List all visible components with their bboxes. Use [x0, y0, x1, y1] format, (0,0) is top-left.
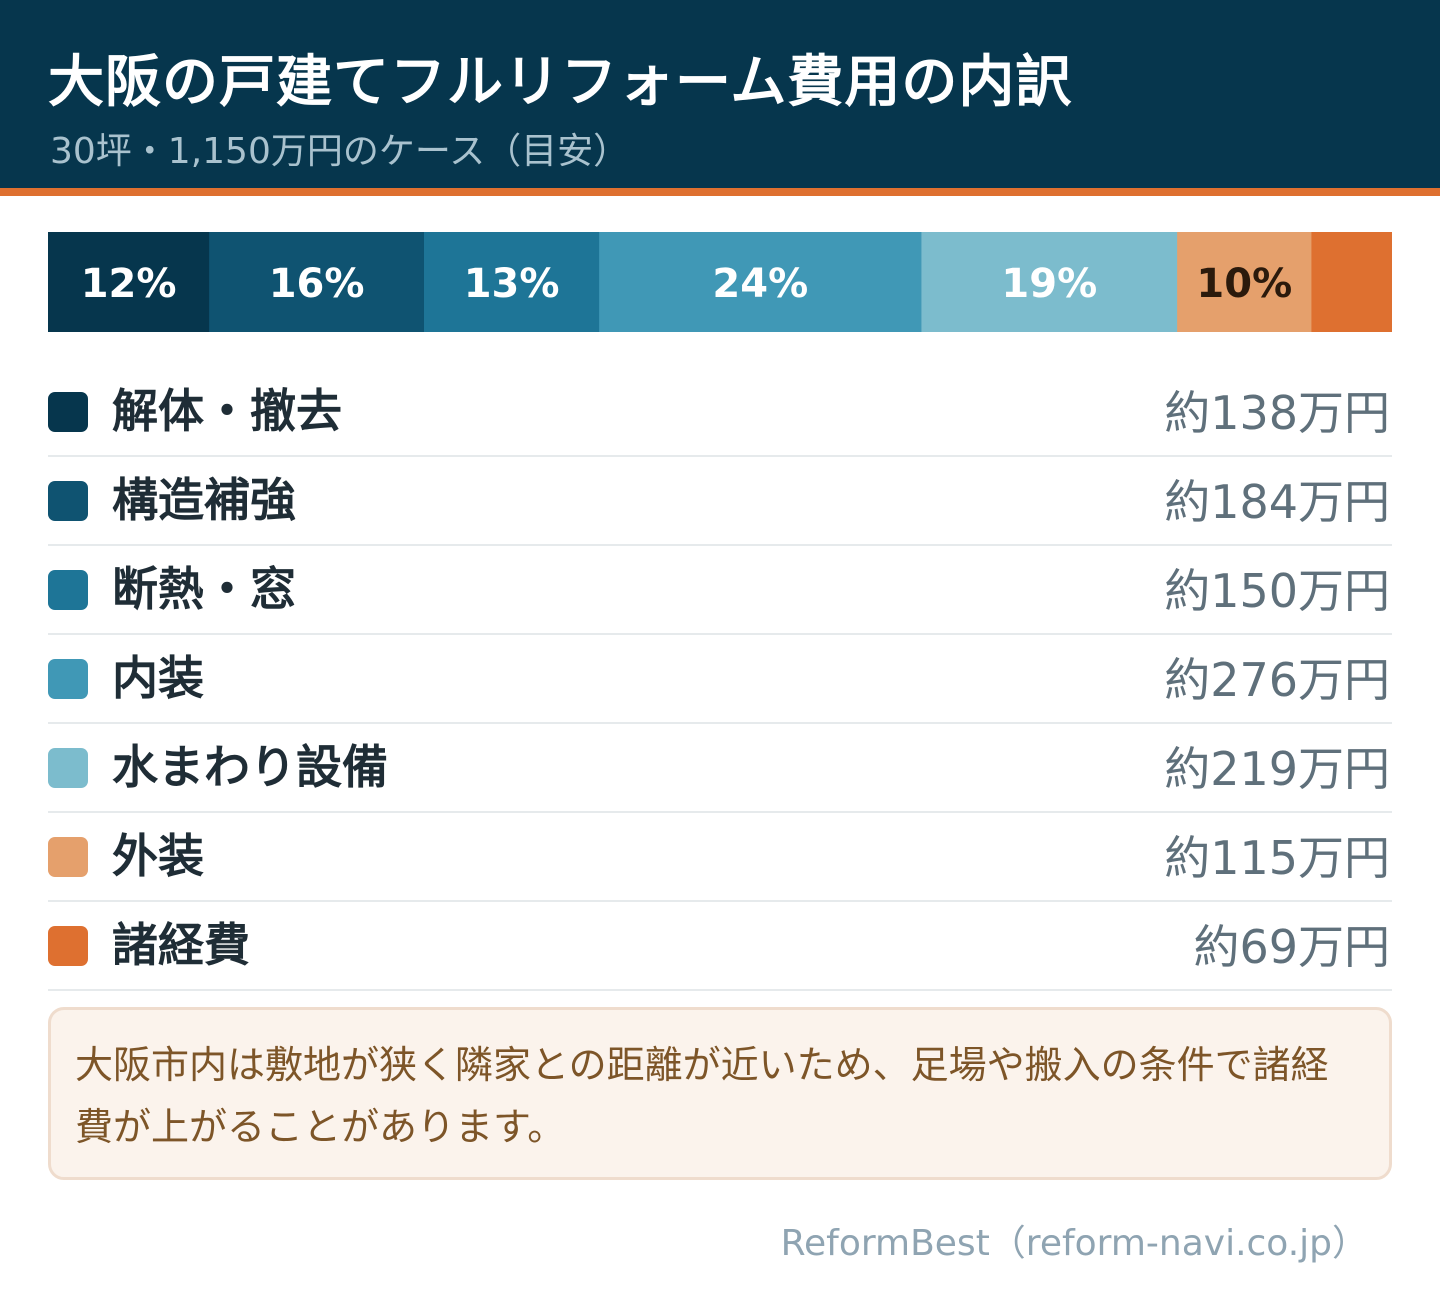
legend-amount-value: 約150万円: [1164, 564, 1390, 618]
bar-segment-7: [1311, 232, 1392, 332]
legend-category-label: 外装: [112, 829, 204, 883]
legend-category-label: 内装: [112, 651, 204, 705]
legend-swatch: [48, 481, 88, 521]
legend-amount-value: 約115万円: [1164, 831, 1390, 885]
bar-percent-label-5: 19%: [1001, 261, 1097, 307]
legend-amount-value: 約276万円: [1164, 653, 1390, 707]
legend-swatch: [48, 570, 88, 610]
note-box: 大阪市内は敷地が狭く隣家との距離が近いため、足場や搬入の条件で諸経費が上がること…: [48, 1007, 1392, 1180]
accent-divider: [0, 188, 1440, 196]
legend-swatch: [48, 926, 88, 966]
legend-row: 水まわり設備 約219万円: [48, 724, 1392, 813]
legend-swatch: [48, 392, 88, 432]
legend-category-label: 構造補強: [112, 473, 296, 527]
legend-category-label: 諸経費: [112, 918, 250, 972]
bar-segment-4: [599, 232, 922, 332]
stacked-bar-svg: 12% 16% 13% 24% 19% 10%: [48, 232, 1392, 332]
legend-swatch: [48, 748, 88, 788]
bar-percent-label-4: 24%: [712, 261, 808, 307]
legend-amount-value: 約184万円: [1164, 475, 1390, 529]
bar-segment-6: [1177, 232, 1312, 332]
legend-amount-value: 約219万円: [1164, 742, 1390, 796]
legend-row: 解体・撤去 約138万円: [48, 368, 1392, 457]
legend-row: 諸経費 約69万円: [48, 902, 1392, 991]
header-band: 大阪の戸建てフルリフォーム費用の内訳 30坪・1,150万円のケース（目安）: [0, 0, 1440, 188]
legend-category-label: 解体・撤去: [112, 384, 342, 438]
legend-swatch: [48, 837, 88, 877]
source-credit: ReformBest（reform-navi.co.jp）: [780, 1223, 1368, 1264]
legend-row: 内装 約276万円: [48, 635, 1392, 724]
bar-percent-label-6: 10%: [1196, 261, 1292, 307]
chart-title: 大阪の戸建てフルリフォーム費用の内訳: [48, 50, 1073, 115]
legend-row: 外装 約115万円: [48, 813, 1392, 902]
bar-percent-label-1: 12%: [81, 261, 177, 307]
stacked-bar-chart: 12% 16% 13% 24% 19% 10%: [48, 232, 1392, 332]
chart-subtitle: 30坪・1,150万円のケース（目安）: [50, 131, 630, 172]
bar-segment-3: [423, 232, 600, 332]
legend-category-label: 水まわり設備: [112, 740, 388, 794]
legend-category-label: 断熱・窓: [112, 562, 296, 616]
bar-segment-5: [921, 232, 1178, 332]
bar-percent-label-2: 16%: [269, 261, 365, 307]
legend-swatch: [48, 659, 88, 699]
legend-list: 解体・撤去 約138万円構造補強 約184万円断熱・窓 約150万円内装 約276万円水…: [48, 368, 1392, 991]
legend-amount-value: 約69万円: [1193, 920, 1390, 974]
legend-row: 断熱・窓 約150万円: [48, 546, 1392, 635]
legend-row: 構造補強 約184万円: [48, 457, 1392, 546]
legend-amount-value: 約138万円: [1164, 386, 1390, 440]
bar-segment-2: [209, 232, 425, 332]
bar-percent-label-3: 13%: [464, 261, 560, 307]
bar-segment-1: [48, 232, 210, 332]
note-text: 大阪市内は敷地が狭く隣家との距離が近いため、足場や搬入の条件で諸経費が上がること…: [75, 1043, 1329, 1149]
